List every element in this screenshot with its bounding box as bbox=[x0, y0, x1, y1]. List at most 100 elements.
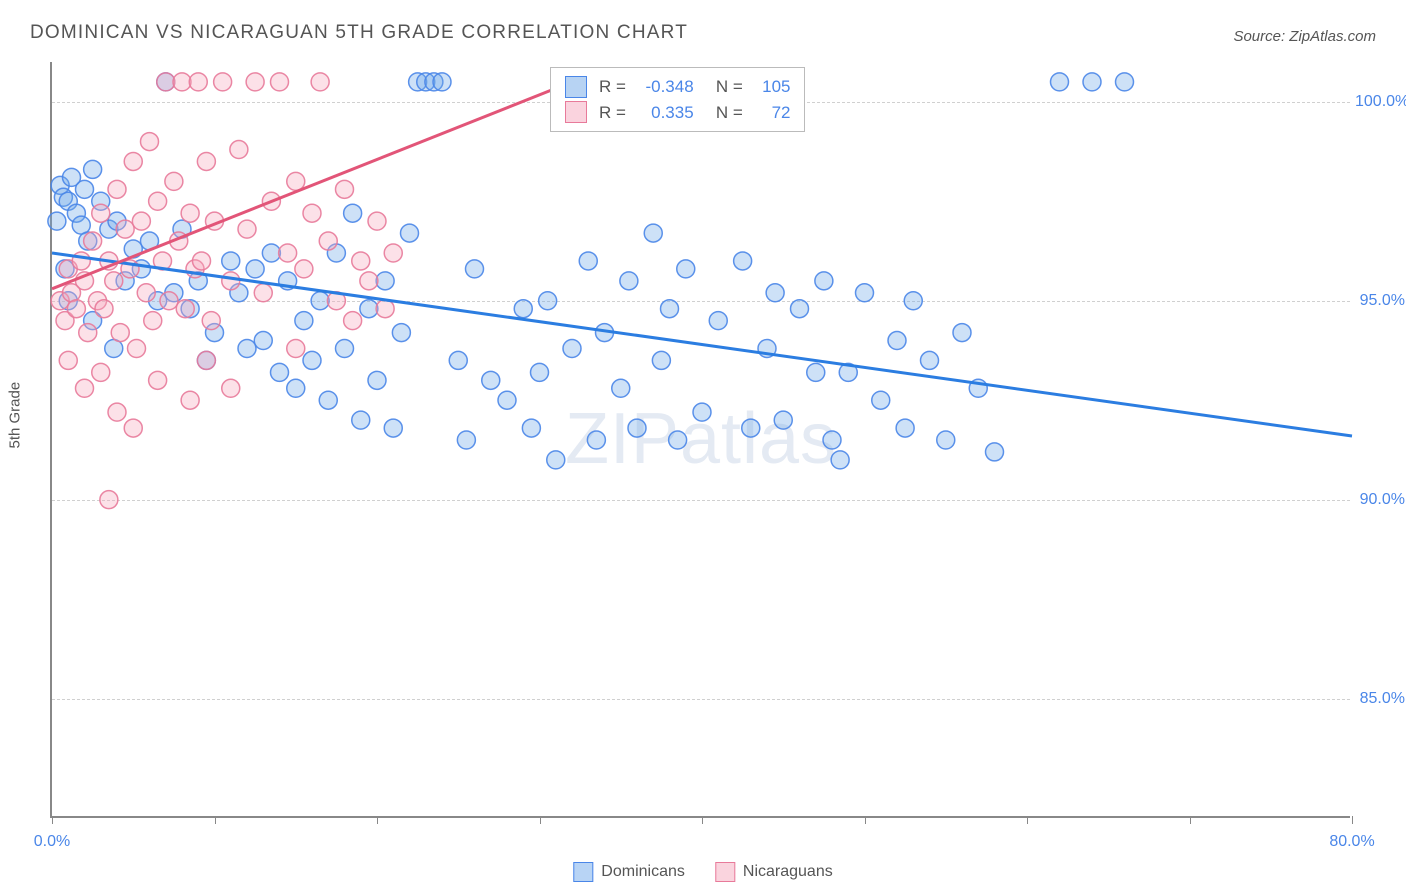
scatter-point bbox=[384, 419, 402, 437]
scatter-point bbox=[791, 300, 809, 318]
scatter-point bbox=[189, 73, 207, 91]
scatter-point bbox=[677, 260, 695, 278]
scatter-point bbox=[238, 339, 256, 357]
stat-n-label: N = bbox=[702, 74, 748, 100]
chart-title: DOMINICAN VS NICARAGUAN 5TH GRADE CORREL… bbox=[30, 22, 688, 44]
scatter-point bbox=[222, 379, 240, 397]
scatter-point bbox=[149, 192, 167, 210]
scatter-point bbox=[246, 73, 264, 91]
scatter-point bbox=[856, 284, 874, 302]
scatter-point bbox=[79, 324, 97, 342]
scatter-point bbox=[669, 431, 687, 449]
scatter-point bbox=[238, 220, 256, 238]
scatter-point bbox=[92, 204, 110, 222]
scatter-point bbox=[160, 292, 178, 310]
scatter-point bbox=[279, 244, 297, 262]
scatter-point bbox=[693, 403, 711, 421]
scatter-point bbox=[319, 391, 337, 409]
plot-area: ZIPatlas R = -0.348 N = 105R = 0.335 N =… bbox=[50, 62, 1350, 818]
scatter-point bbox=[368, 212, 386, 230]
scatter-point bbox=[986, 443, 1004, 461]
scatter-point bbox=[921, 351, 939, 369]
scatter-point bbox=[197, 351, 215, 369]
scatter-point bbox=[84, 232, 102, 250]
scatter-point bbox=[303, 351, 321, 369]
scatter-point bbox=[360, 272, 378, 290]
scatter-point bbox=[254, 332, 272, 350]
series-swatch bbox=[565, 76, 587, 98]
scatter-svg bbox=[52, 62, 1350, 816]
x-tick bbox=[215, 816, 216, 824]
scatter-point bbox=[449, 351, 467, 369]
scatter-point bbox=[352, 411, 370, 429]
x-tick bbox=[1352, 816, 1353, 824]
scatter-point bbox=[709, 312, 727, 330]
scatter-point bbox=[376, 272, 394, 290]
scatter-point bbox=[295, 260, 313, 278]
scatter-point bbox=[612, 379, 630, 397]
scatter-point bbox=[181, 391, 199, 409]
scatter-point bbox=[807, 363, 825, 381]
scatter-point bbox=[433, 73, 451, 91]
x-tick bbox=[1027, 816, 1028, 824]
scatter-point bbox=[303, 204, 321, 222]
scatter-point bbox=[111, 324, 129, 342]
scatter-point bbox=[144, 312, 162, 330]
scatter-point bbox=[774, 411, 792, 429]
legend: DominicansNicaraguans bbox=[573, 862, 832, 882]
scatter-point bbox=[271, 73, 289, 91]
scatter-point bbox=[287, 379, 305, 397]
scatter-point bbox=[149, 371, 167, 389]
scatter-point bbox=[108, 180, 126, 198]
legend-swatch bbox=[573, 862, 593, 882]
stats-row: R = 0.335 N = 72 bbox=[565, 100, 790, 126]
scatter-point bbox=[587, 431, 605, 449]
scatter-point bbox=[48, 212, 66, 230]
scatter-point bbox=[287, 172, 305, 190]
scatter-point bbox=[376, 300, 394, 318]
scatter-point bbox=[67, 300, 85, 318]
scatter-point bbox=[1083, 73, 1101, 91]
scatter-point bbox=[76, 180, 94, 198]
scatter-point bbox=[904, 292, 922, 310]
legend-item: Dominicans bbox=[573, 862, 685, 882]
scatter-point bbox=[95, 300, 113, 318]
scatter-point bbox=[222, 272, 240, 290]
scatter-point bbox=[141, 133, 159, 151]
scatter-point bbox=[59, 351, 77, 369]
scatter-point bbox=[457, 431, 475, 449]
stat-r-label: R = bbox=[599, 100, 631, 126]
scatter-point bbox=[352, 252, 370, 270]
scatter-point bbox=[953, 324, 971, 342]
scatter-point bbox=[124, 419, 142, 437]
scatter-point bbox=[108, 403, 126, 421]
scatter-point bbox=[401, 224, 419, 242]
stats-row: R = -0.348 N = 105 bbox=[565, 74, 790, 100]
scatter-point bbox=[368, 371, 386, 389]
scatter-point bbox=[176, 300, 194, 318]
scatter-point bbox=[157, 73, 175, 91]
trend-line bbox=[52, 82, 572, 289]
scatter-point bbox=[128, 339, 146, 357]
scatter-point bbox=[137, 284, 155, 302]
scatter-point bbox=[92, 363, 110, 381]
scatter-point bbox=[344, 204, 362, 222]
scatter-point bbox=[514, 300, 532, 318]
scatter-point bbox=[652, 351, 670, 369]
x-tick bbox=[52, 816, 53, 824]
scatter-point bbox=[628, 419, 646, 437]
x-tick-label: 80.0% bbox=[1329, 833, 1374, 851]
scatter-point bbox=[105, 272, 123, 290]
y-tick-label: 100.0% bbox=[1355, 93, 1405, 111]
scatter-point bbox=[360, 300, 378, 318]
scatter-point bbox=[181, 204, 199, 222]
scatter-point bbox=[165, 172, 183, 190]
x-tick bbox=[377, 816, 378, 824]
scatter-point bbox=[246, 260, 264, 278]
scatter-point bbox=[1116, 73, 1134, 91]
scatter-point bbox=[482, 371, 500, 389]
x-tick bbox=[1190, 816, 1191, 824]
scatter-point bbox=[766, 284, 784, 302]
scatter-point bbox=[287, 339, 305, 357]
scatter-point bbox=[197, 152, 215, 170]
